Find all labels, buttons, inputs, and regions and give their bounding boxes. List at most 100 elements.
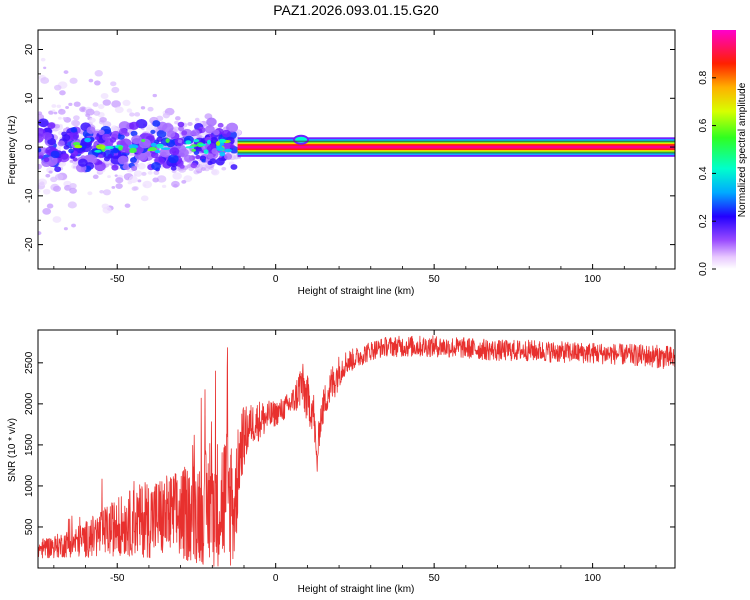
spectrogram-core-blob (38, 118, 49, 128)
spectrogram-core-blob (124, 148, 131, 154)
spectrogram-speckle (54, 84, 62, 91)
spectrogram-speckle (153, 170, 160, 175)
spectrogram-speckle (172, 172, 182, 180)
spectrogram-speckle (68, 102, 73, 107)
spectrogram-bright-spot (84, 137, 92, 143)
spectrogram-speckle (38, 231, 42, 236)
spectrogram-bright-spot (118, 145, 123, 151)
spectrogram-bright-spot (216, 146, 225, 152)
spectrogram-bright-spot (206, 139, 212, 145)
spectrogram-core-blob (215, 157, 225, 166)
spectrogram-speckle (58, 108, 66, 115)
spectrogram-speckle (221, 166, 227, 171)
spectrogram-core-blob (152, 120, 161, 127)
spectrogram-core-blob (117, 155, 129, 165)
spectrogram-speckle (69, 77, 78, 84)
spectrogram-speckle (65, 106, 70, 110)
spectrogram-speckle (131, 186, 138, 191)
spectrogram-bright-spot (185, 140, 192, 145)
spectrogram-speckle (48, 110, 54, 115)
spectrogram-bright-spot (185, 146, 195, 149)
spectrogram-core-blob (224, 153, 233, 160)
spectrogram-core-blob (103, 156, 110, 162)
spectrogram-speckle (152, 93, 158, 98)
spectrogram-core-blob (151, 162, 161, 171)
spectrogram-speckle (89, 117, 96, 123)
spectrogram-speckle (152, 177, 159, 183)
spectrogram-panel: -50 0 50 100 -20 -10 0 10 20 Height of straight … (7, 29, 676, 297)
spectrogram-bright-spot (203, 149, 209, 155)
spectrogram-xlabel: Height of straight line (km) (298, 286, 415, 297)
snr-panel: -50 0 50 100 500 1000 1500 2000 2500 Height of s… (7, 329, 676, 595)
spectrogram-speckle (94, 70, 103, 77)
snr-xtick-label: 100 (584, 573, 601, 584)
spectrogram-bright-spot (215, 141, 221, 146)
spectrogram-speckle (53, 123, 61, 129)
snr-ytick-label: 2000 (24, 392, 35, 415)
spectrogram-speckle (128, 176, 138, 184)
spectrogram-speckle (198, 161, 203, 165)
spectrogram-speckle (71, 119, 80, 127)
spectrogram-speckle (57, 116, 62, 120)
spectrogram-core-blob (150, 129, 156, 134)
spectrogram-core-blob (166, 130, 176, 138)
spectrogram-speckle (51, 109, 56, 112)
spectrogram-bright-spot (193, 139, 200, 143)
spectrogram-core-blob (77, 158, 88, 167)
spectrogram-speckle (140, 106, 146, 110)
spectrogram-core-blob (181, 130, 188, 136)
spectrogram-speckle (52, 216, 62, 223)
spectrogram-bright-spot (156, 143, 164, 149)
spectrogram-speckle (181, 179, 187, 184)
colorbar-tick-label: 0.0 (698, 262, 709, 276)
spectrogram-xtick-label: -50 (110, 274, 125, 285)
spectrogram-xtick-label: 0 (273, 274, 279, 285)
spectrogram-speckle (115, 177, 124, 184)
chart-title: PAZ1.2026.093.01.15.G20 (273, 2, 439, 18)
spectrogram-core-blob (229, 144, 235, 149)
snr-ytick-label: 1000 (24, 474, 35, 497)
spectrogram-speckle (38, 163, 43, 170)
spectrogram-bright-spot (141, 139, 146, 143)
spectrogram-speckle (141, 171, 147, 176)
spectrogram-ylabel: Frequency (Hz) (7, 116, 18, 185)
spectrogram-speckle (45, 173, 51, 178)
spectrogram-speckle (183, 175, 193, 183)
spectrogram-speckle (51, 104, 57, 108)
spectrogram-core-blob (72, 157, 78, 162)
spectrogram-core-blob (150, 151, 159, 159)
spectrogram-core-blob (162, 123, 174, 133)
spectrogram-speckle (43, 188, 51, 195)
snr-xtick-label: 50 (429, 573, 441, 584)
spectrogram-core-blob (47, 122, 56, 129)
spectrogram-core-blob (50, 150, 60, 159)
colorbar-tick-label: 0.6 (698, 118, 709, 132)
spectrogram-speckle (174, 120, 179, 125)
spectrogram-speckle (111, 185, 116, 189)
spectrogram-speckle (142, 180, 153, 189)
spectrogram-speckle (73, 115, 80, 121)
spectrogram-speckle (107, 175, 111, 179)
spectrogram-speckle (53, 185, 61, 192)
spectrogram-speckle (187, 121, 193, 127)
spectrogram-core-blob (38, 155, 44, 159)
spectrogram-speckle (137, 162, 146, 170)
colorbar-gradient (712, 30, 736, 269)
spectrogram-ytick-label: -20 (24, 237, 35, 252)
spectrogram-speckle (92, 102, 99, 107)
spectrogram-speckle (162, 112, 170, 119)
spectrogram-speckle (100, 92, 109, 100)
spectrogram-speckle (81, 107, 86, 111)
spectrogram-core-blob (102, 133, 111, 141)
snr-series-line (38, 335, 675, 567)
spectrogram-bright-spot (219, 151, 226, 157)
spectrogram-speckle (111, 86, 120, 94)
spectrogram-bright-spot (148, 146, 157, 151)
spectrogram-core-blob (156, 129, 167, 138)
spectrogram-bright-spot (72, 142, 81, 146)
spectrogram-core-blob (156, 136, 163, 142)
spectrogram-bright-spot (128, 144, 139, 149)
spectrogram-speckle (79, 135, 83, 139)
spectrogram-speckle (211, 169, 220, 176)
spectrogram-core-blob (70, 127, 78, 133)
